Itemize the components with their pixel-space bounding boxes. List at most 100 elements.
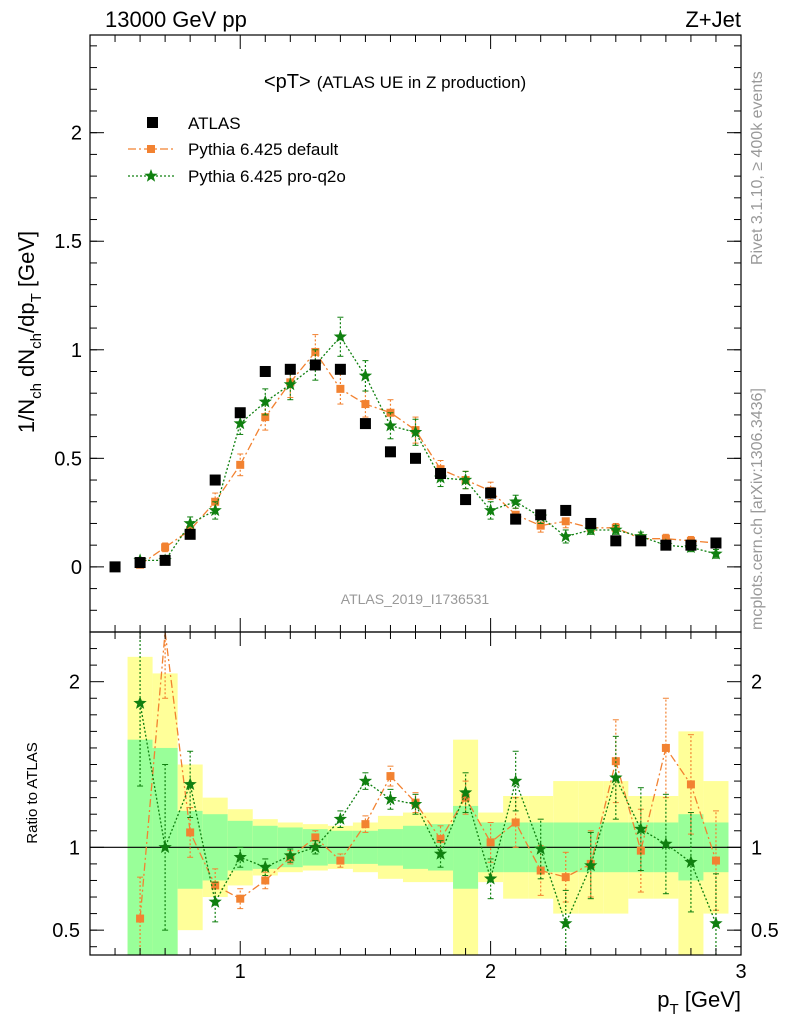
ratio-default-point (136, 914, 145, 923)
ratio-plot-axes: 1 2 30.5 0.51 12 2 (52, 632, 779, 983)
ratio-proq2o-point (559, 916, 573, 930)
default-point (261, 413, 270, 422)
atlas-point (610, 535, 622, 547)
proq2o-point (484, 503, 498, 517)
ratio-default-point (661, 743, 670, 752)
ratio-proq2o-point (183, 777, 197, 791)
atlas-point (259, 365, 271, 377)
ratio-proq2o-point (158, 840, 172, 853)
ratio-default-point (336, 856, 345, 865)
ratio-proq2o-point (534, 842, 548, 855)
proq2o-line (140, 335, 717, 562)
main-y-tick-label: 0.5 (54, 448, 82, 470)
ratio-default-point (186, 828, 195, 837)
proq2o-point (559, 529, 573, 543)
x-tick-label: 3 (735, 961, 746, 983)
atlas-point (159, 554, 171, 566)
proq2o-point (408, 425, 423, 438)
atlas-point (685, 539, 697, 551)
legend-label-atlas: ATLAS (188, 114, 241, 133)
ratio-y-tick-label-right: 1 (751, 837, 762, 859)
ratio-default-point (711, 856, 720, 865)
ratio-default-point (686, 780, 695, 789)
atlas-point (635, 535, 647, 547)
ratio-proq2o-line (139, 703, 717, 926)
ratio-proq2o-point (659, 837, 673, 850)
legend: ATLAS Pythia 6.425 default Pythia 6.425 … (128, 114, 346, 186)
atlas-point (710, 537, 722, 549)
proq2o-point (233, 416, 247, 430)
legend-label-default: Pythia 6.425 default (188, 140, 339, 159)
legend-marker-atlas (147, 117, 158, 128)
ratio-y-tick-label-right: 2 (751, 672, 762, 694)
ratio-default-point (311, 833, 320, 842)
main-y-tick-label: 1.5 (54, 231, 82, 253)
ratio-plot-marks (133, 631, 723, 956)
atlas-point (535, 509, 547, 521)
main-plot-marks (109, 316, 723, 573)
proq2o-point (358, 368, 373, 382)
atlas-point (410, 452, 421, 464)
default-line (139, 350, 717, 566)
ratio-y-tick-label: 1 (69, 837, 80, 859)
atlas-point (109, 561, 121, 573)
ratio-proq2o-point (433, 847, 448, 860)
atlas-point (134, 557, 146, 569)
proq2o-point (584, 523, 598, 536)
ratio-proq2o-point (634, 822, 648, 835)
ratio-proq2o-point (584, 858, 598, 872)
proq2o-point (208, 503, 222, 517)
ratio-proq2o-point (308, 840, 322, 853)
side-text-top: Rivet 3.1.10, ≥ 400k events (749, 71, 766, 265)
default-point (561, 517, 570, 526)
legend-label-proq2o: Pythia 6.425 pro-q2o (188, 167, 346, 186)
main-y-tick-label: 0 (71, 557, 82, 579)
ratio-default-point (511, 818, 520, 827)
ratio-proq2o-point (208, 895, 222, 908)
ratio-proq2o-point (609, 770, 623, 784)
plot-title: <pT> (ATLAS UE in Z production) (264, 71, 526, 93)
proq2o-point (709, 546, 723, 560)
ratio-proq2o-point (709, 916, 723, 930)
proq2o-point (283, 377, 297, 391)
atlas-point (585, 517, 597, 529)
ratio-default-point (236, 894, 245, 903)
ratio-proq2o-point (684, 855, 698, 868)
main-y-tick-label: 1 (71, 340, 82, 362)
ratio-proq2o-point (358, 774, 373, 787)
atlas-point (309, 359, 321, 371)
atlas-point (510, 513, 522, 525)
analysis-label: ATLAS_2019_I1736531 (341, 591, 490, 607)
header-right: Z+Jet (685, 7, 741, 32)
ratio-ylabel: Ratio to ATLAS (24, 742, 41, 843)
ratio-y-tick-label: 0.5 (52, 920, 80, 942)
ratio-proq2o-point (133, 696, 147, 709)
atlas-point (209, 474, 221, 486)
uncertainty-band-inner (152, 747, 178, 955)
proq2o-point (258, 394, 272, 408)
ratio-y-tick-label: 2 (69, 672, 80, 694)
atlas-point (485, 487, 497, 499)
atlas-point (234, 407, 246, 419)
ratio-proq2o-point (283, 848, 297, 862)
atlas-point (359, 418, 371, 430)
proq2o-point (183, 516, 197, 530)
ratio-default-point (361, 820, 370, 829)
ratio-y-tick-label-right: 0.5 (751, 920, 779, 942)
atlas-point (384, 446, 396, 458)
ratio-default-point (636, 846, 645, 855)
xlabel: pT [GeV] (657, 987, 741, 1018)
ratio-proq2o-point (333, 812, 347, 825)
proq2o-point (609, 523, 623, 536)
ratio-default-point (261, 876, 270, 885)
header-left: 13000 GeV pp (105, 7, 247, 32)
proq2o-point (509, 494, 523, 508)
atlas-point (660, 539, 672, 551)
legend-marker-default (147, 145, 155, 153)
ratio-proq2o-point (233, 850, 247, 863)
proq2o-point (458, 473, 473, 486)
proq2o-point (333, 329, 347, 343)
ratio-default-point (461, 793, 470, 802)
main-plot-axes: 0 0.5 1 1.5 2 (54, 35, 742, 633)
main-y-tick-label: 2 (71, 123, 82, 145)
